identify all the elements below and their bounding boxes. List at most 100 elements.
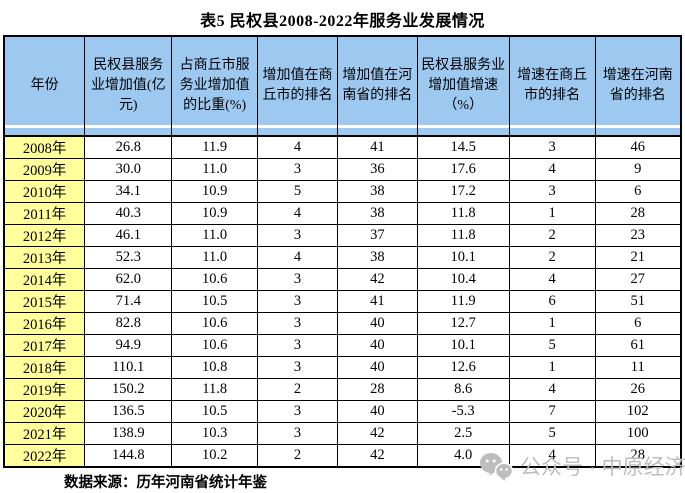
value-cell: 7 (508, 400, 596, 423)
value-cell: 10.6 (171, 334, 259, 357)
value-cell: 37 (336, 224, 418, 247)
value-cell: 46.1 (84, 224, 173, 247)
value-cell: 10.4 (416, 268, 510, 291)
value-cell: 3 (257, 312, 338, 335)
value-cell: 110.1 (84, 356, 173, 379)
value-cell: 6 (594, 312, 682, 335)
value-cell: 10.1 (416, 246, 510, 269)
value-cell: 38 (336, 202, 418, 225)
value-cell: 3 (257, 290, 338, 313)
value-cell: 30.0 (84, 158, 173, 181)
table-row: 2015年 71.4 10.5 3 41 11.9 6 51 (3, 290, 682, 313)
value-cell: 28 (336, 378, 418, 401)
table-row: 2012年 46.1 11.0 3 37 11.8 2 23 (3, 224, 682, 247)
value-cell: 11.0 (171, 246, 259, 269)
value-cell: 10.5 (171, 400, 259, 423)
table-row: 2014年 62.0 10.6 3 42 10.4 4 27 (3, 268, 682, 291)
year-cell: 2011年 (3, 202, 86, 225)
table-row: 2019年 150.2 11.8 2 28 8.6 4 26 (3, 378, 682, 401)
value-cell: 51 (594, 290, 682, 313)
table-body: 2008年 26.8 11.9 4 41 14.5 3 46 2009年 30.0 11.0 3 36 1… (3, 135, 682, 468)
value-cell: 2 (508, 224, 596, 247)
value-cell: 14.5 (416, 135, 510, 159)
value-cell: 3 (257, 224, 338, 247)
value-cell: 11 (594, 356, 682, 379)
value-cell: 2 (257, 378, 338, 401)
column-header: 增速在河南省的排名 (594, 35, 682, 137)
year-cell: 2009年 (3, 158, 86, 181)
value-cell: 28 (594, 444, 682, 468)
table-row: 2010年 34.1 10.9 5 38 17.2 3 6 (3, 180, 682, 203)
data-source-note: 数据来源：历年河南省统计年鉴 (64, 475, 267, 491)
value-cell: 100 (594, 422, 682, 445)
value-cell: 4.0 (416, 444, 510, 468)
value-cell: 10.5 (171, 290, 259, 313)
value-cell: 26 (594, 378, 682, 401)
value-cell: 3 (257, 422, 338, 445)
year-cell: 2012年 (3, 224, 86, 247)
statistics-table: 年份 民权县服务业增加值(亿元) 占商丘市服务业增加值的比重(%) 增加值在商丘市的排… (3, 35, 682, 468)
value-cell: 3 (508, 135, 596, 159)
value-cell: 10.9 (171, 202, 259, 225)
value-cell: 8.6 (416, 378, 510, 401)
table-row: 2016年 82.8 10.6 3 40 12.7 1 6 (3, 312, 682, 335)
value-cell: 9 (594, 158, 682, 181)
value-cell: 10.1 (416, 334, 510, 357)
value-cell: 3 (508, 180, 596, 203)
table-row: 2008年 26.8 11.9 4 41 14.5 3 46 (3, 135, 682, 159)
value-cell: 11.8 (416, 202, 510, 225)
value-cell: 6 (594, 180, 682, 203)
value-cell: 11.0 (171, 158, 259, 181)
value-cell: 38 (336, 246, 418, 269)
value-cell: 5 (508, 422, 596, 445)
year-cell: 2021年 (3, 422, 86, 445)
value-cell: 21 (594, 246, 682, 269)
value-cell: 150.2 (84, 378, 173, 401)
value-cell: 1 (508, 356, 596, 379)
value-cell: 26.8 (84, 135, 173, 159)
table-row: 2011年 40.3 10.9 4 38 11.8 1 28 (3, 202, 682, 225)
year-cell: 2020年 (3, 400, 86, 423)
year-cell: 2014年 (3, 268, 86, 291)
value-cell: 94.9 (84, 334, 173, 357)
value-cell: 11.9 (416, 290, 510, 313)
value-cell: 10.9 (171, 180, 259, 203)
value-cell: 5 (257, 180, 338, 203)
value-cell: 3 (257, 356, 338, 379)
table-row: 2021年 138.9 10.3 3 42 2.5 5 100 (3, 422, 682, 445)
table-row: 2022年 144.8 10.2 2 42 4.0 4 28 (3, 444, 682, 468)
value-cell: 62.0 (84, 268, 173, 291)
value-cell: 3 (257, 158, 338, 181)
value-cell: 136.5 (84, 400, 173, 423)
table-row: 2017年 94.9 10.6 3 40 10.1 5 61 (3, 334, 682, 357)
value-cell: 2.5 (416, 422, 510, 445)
table-title: 表5 民权县2008-2022年服务业发展情况 (200, 13, 485, 30)
value-cell: 3 (257, 268, 338, 291)
value-cell: 36 (336, 158, 418, 181)
value-cell: 42 (336, 444, 418, 468)
value-cell: -5.3 (416, 400, 510, 423)
year-cell: 2016年 (3, 312, 86, 335)
value-cell: 82.8 (84, 312, 173, 335)
value-cell: 28 (594, 202, 682, 225)
value-cell: 23 (594, 224, 682, 247)
year-cell: 2019年 (3, 378, 86, 401)
value-cell: 4 (257, 135, 338, 159)
value-cell: 11.0 (171, 224, 259, 247)
value-cell: 138.9 (84, 422, 173, 445)
value-cell: 12.7 (416, 312, 510, 335)
value-cell: 2 (257, 444, 338, 468)
column-header: 增加值在河南省的排名 (336, 35, 418, 137)
value-cell: 2 (508, 246, 596, 269)
value-cell: 144.8 (84, 444, 173, 468)
value-cell: 27 (594, 268, 682, 291)
value-cell: 3 (257, 400, 338, 423)
table-row: 2013年 52.3 11.0 4 38 10.1 2 21 (3, 246, 682, 269)
value-cell: 3 (257, 334, 338, 357)
value-cell: 11.9 (171, 135, 259, 159)
table-row: 2009年 30.0 11.0 3 36 17.6 4 9 (3, 158, 682, 181)
column-header: 年份 (3, 35, 86, 137)
value-cell: 4 (508, 268, 596, 291)
value-cell: 11.8 (171, 378, 259, 401)
value-cell: 40 (336, 334, 418, 357)
